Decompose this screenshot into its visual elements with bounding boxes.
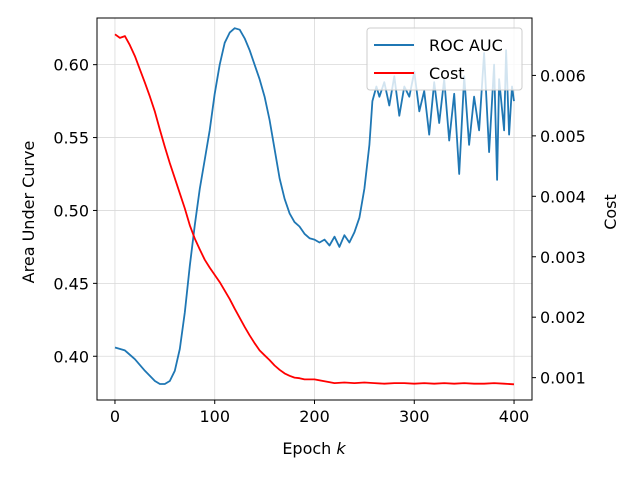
x-axis: 0 100 200 300 400 [110, 400, 529, 426]
x-tick-label: 200 [299, 407, 330, 426]
x-tick-label: 400 [499, 407, 530, 426]
right-y-axis: 0.001 0.002 0.003 0.004 0.005 0.006 [532, 66, 586, 388]
y-left-tick-label: 0.55 [53, 129, 89, 148]
y-right-tick-label: 0.001 [540, 369, 586, 388]
x-tick-label: 100 [199, 407, 230, 426]
x-axis-label: Epoch k [282, 439, 346, 458]
series-line-cost [114, 33, 515, 386]
legend: ROC AUC Cost [366, 27, 523, 91]
y-right-tick-label: 0.005 [540, 127, 586, 146]
y-right-tick-label: 0.004 [540, 187, 586, 206]
y-right-tick-label: 0.003 [540, 248, 586, 267]
y-left-tick-label: 0.60 [53, 56, 89, 75]
y-right-tick-label: 0.006 [540, 66, 586, 85]
series-layer [114, 27, 515, 386]
left-y-axis: 0.40 0.45 0.50 0.55 0.60 [53, 56, 97, 366]
x-tick-label: 0 [110, 407, 120, 426]
series-line-roc-auc [114, 27, 515, 385]
right-y-axis-label: Cost [601, 194, 620, 230]
y-right-tick-label: 0.002 [540, 308, 586, 327]
left-y-axis-label: Area Under Curve [19, 141, 38, 284]
y-left-tick-label: 0.40 [53, 347, 89, 366]
legend-label-cost: Cost [429, 64, 465, 83]
y-left-tick-label: 0.50 [53, 201, 89, 220]
y-left-tick-label: 0.45 [53, 274, 89, 293]
legend-label-roc-auc: ROC AUC [429, 36, 503, 55]
x-tick-label: 300 [399, 407, 430, 426]
legend-box [366, 27, 523, 91]
